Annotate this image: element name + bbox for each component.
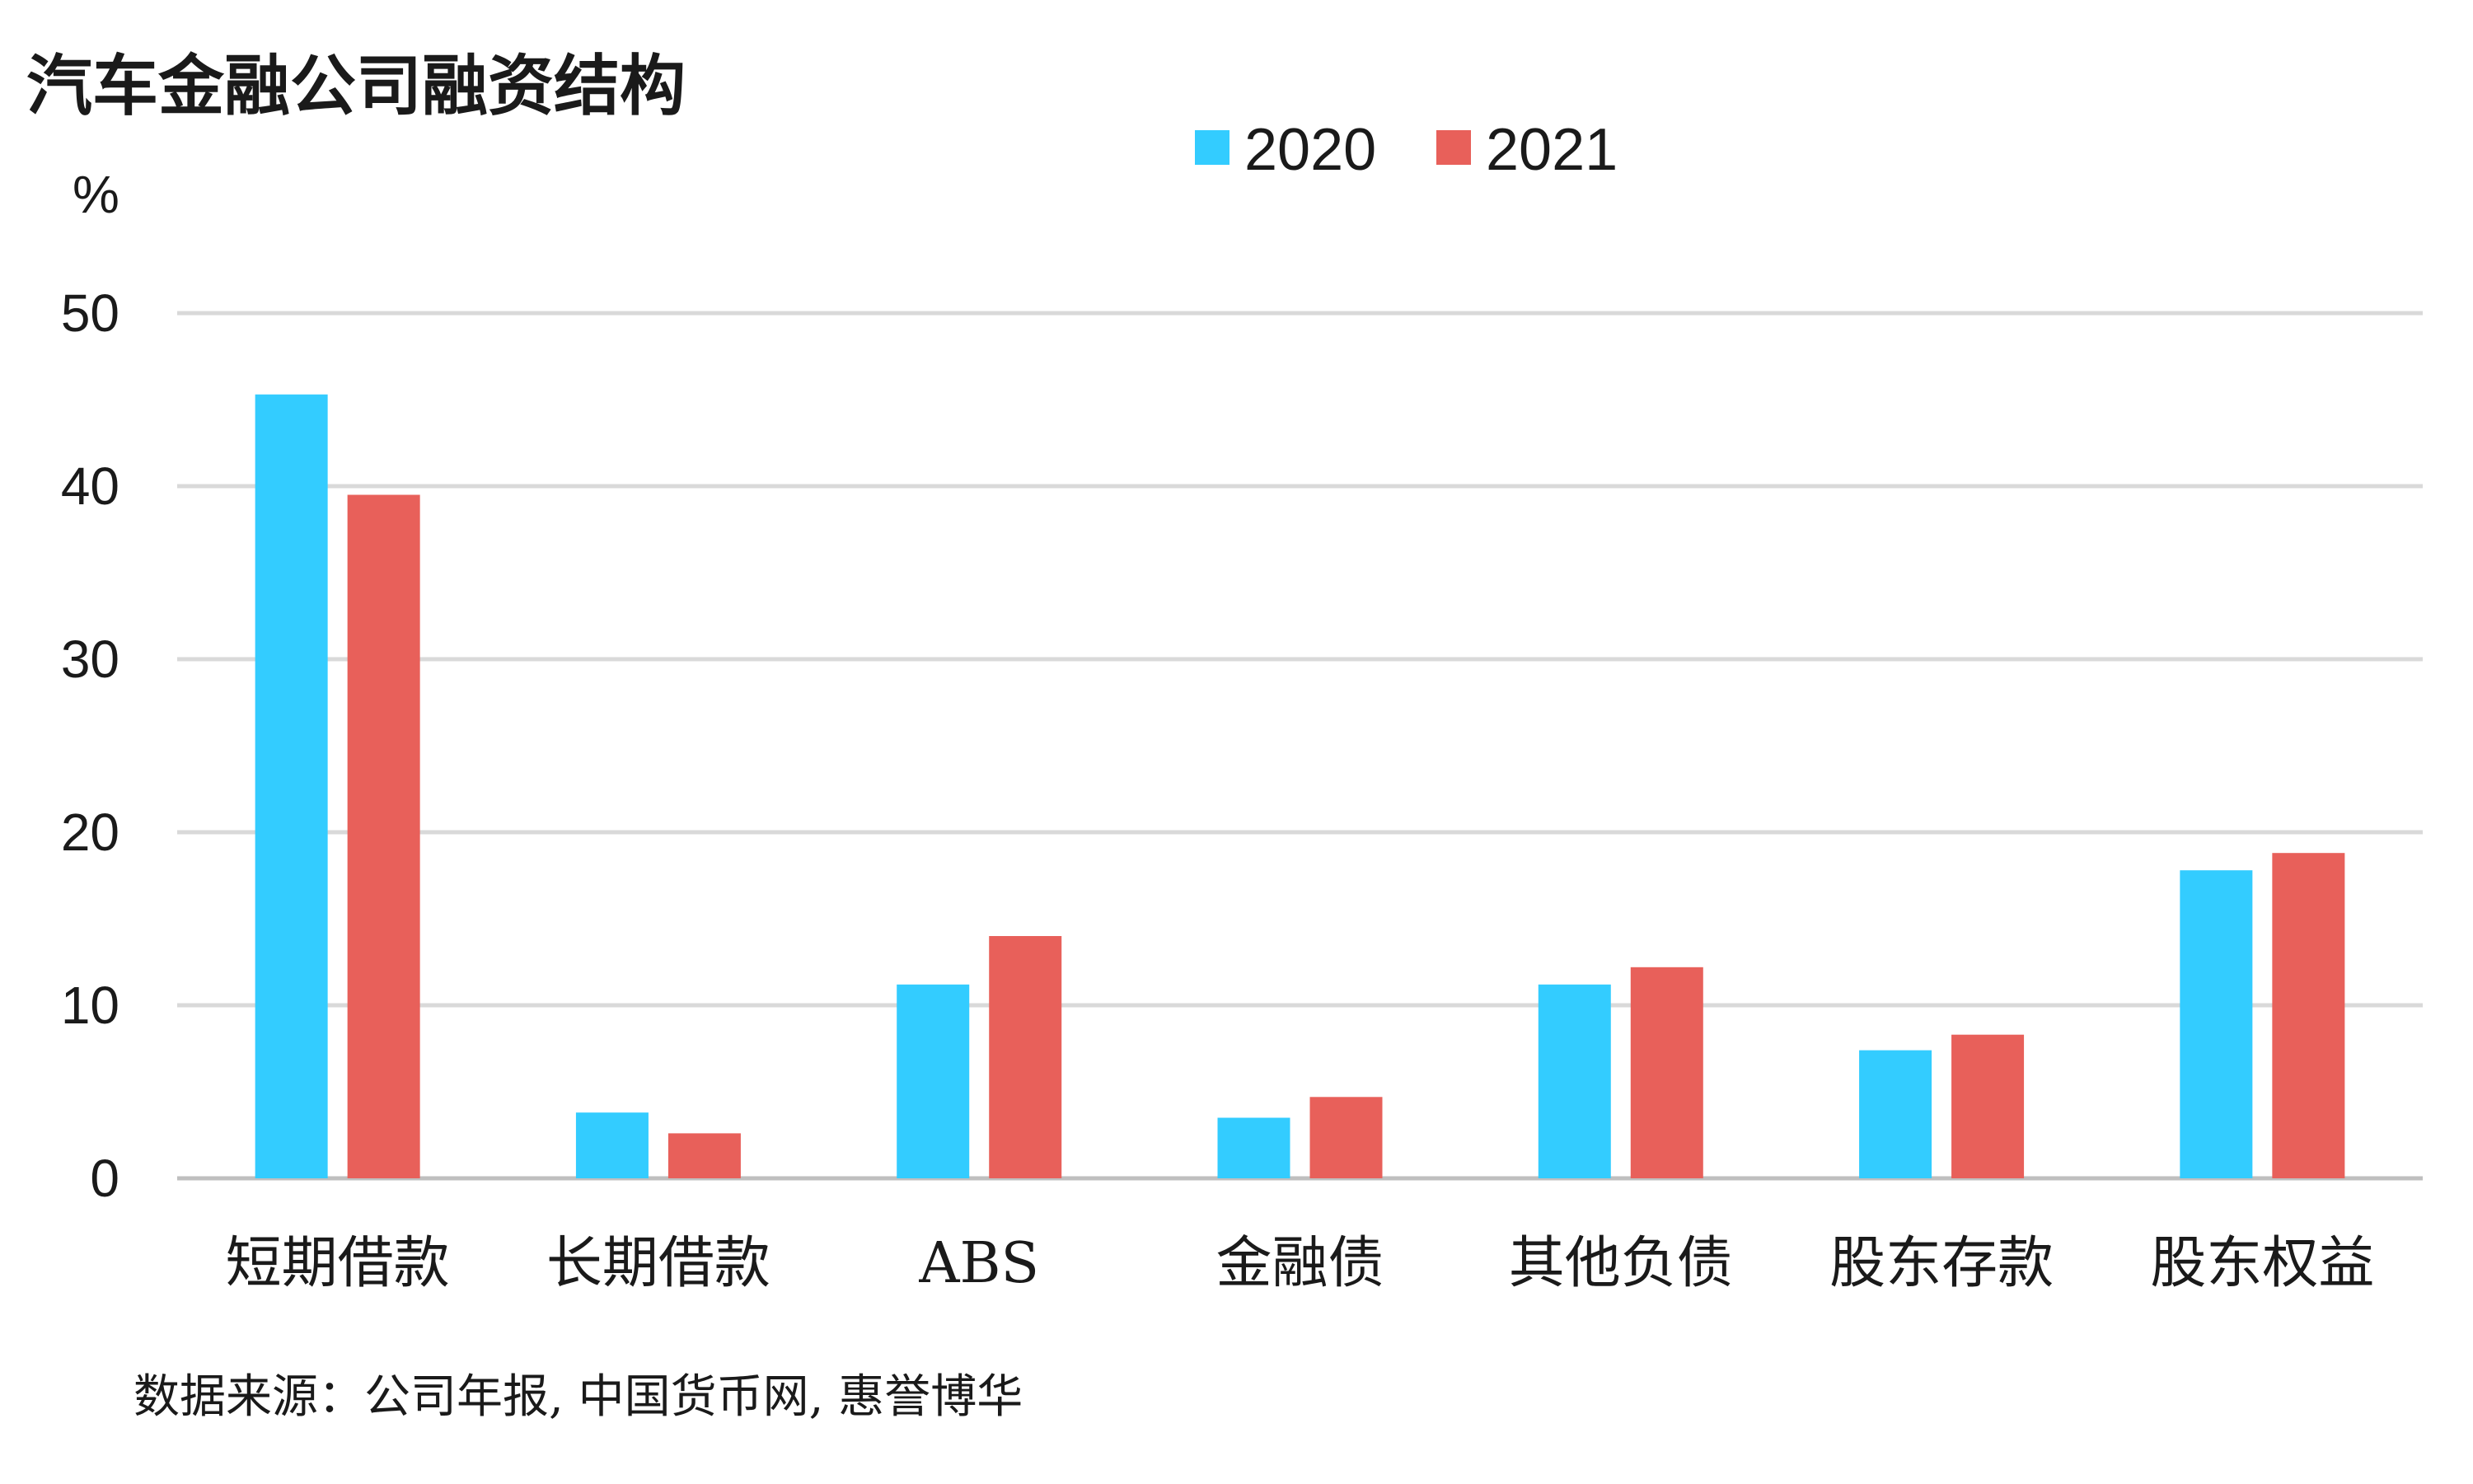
y-tick-label: 0 (90, 1149, 119, 1208)
bar-2021-1 (667, 1133, 741, 1178)
source-note: 数据来源：公司年报, 中国货币网, 惠誉博华 (133, 1370, 1023, 1424)
x-tick-label: 长期借款 (546, 1231, 770, 1296)
legend-label-2021: 2021 (1486, 117, 1618, 183)
bar-2021-3 (1309, 1097, 1383, 1178)
bar-2020-1 (575, 1112, 649, 1178)
bar-2021-2 (989, 936, 1062, 1178)
chart-title: 汽车金融公司融资结构 (26, 47, 686, 124)
y-tick-label: 50 (61, 283, 119, 343)
legend: 2020 2021 (1195, 117, 1618, 183)
y-tick-label: 20 (61, 803, 119, 862)
gridlines (177, 311, 2423, 1181)
bar-2020-4 (1538, 984, 1611, 1178)
bar-2021-6 (2272, 853, 2345, 1178)
legend-label-2020: 2020 (1244, 117, 1376, 183)
x-tick-label: 短期借款 (226, 1231, 450, 1296)
x-tick-label: 金融债 (1215, 1231, 1384, 1296)
legend-swatch-2021 (1436, 130, 1471, 165)
x-tick-label: 股东权益 (2150, 1231, 2374, 1296)
y-tick-label: 10 (61, 976, 119, 1035)
y-tick-label: 30 (61, 630, 119, 689)
bar-2021-0 (347, 494, 420, 1178)
bars (255, 394, 2345, 1178)
y-tick-label: 40 (61, 456, 119, 516)
bar-2020-3 (1217, 1117, 1290, 1178)
y-axis-ticks: 0 10 20 30 40 50 (61, 283, 119, 1208)
bar-2020-6 (2180, 870, 2253, 1178)
x-tick-label: ABS (918, 1231, 1039, 1296)
bar-2021-5 (1951, 1034, 2025, 1178)
x-tick-label: 其他负债 (1509, 1231, 1733, 1296)
bar-2020-0 (255, 394, 328, 1178)
y-axis-unit: % (73, 165, 119, 224)
bar-2020-2 (897, 984, 970, 1178)
x-tick-label: 股东存款 (1829, 1231, 2054, 1296)
legend-swatch-2020 (1195, 130, 1229, 165)
bar-2020-5 (1859, 1050, 1932, 1178)
x-axis-labels: 短期借款 长期借款 ABS 金融债 其他负债 股东存款 股东权益 (226, 1231, 2375, 1296)
bar-2021-4 (1630, 967, 1703, 1178)
